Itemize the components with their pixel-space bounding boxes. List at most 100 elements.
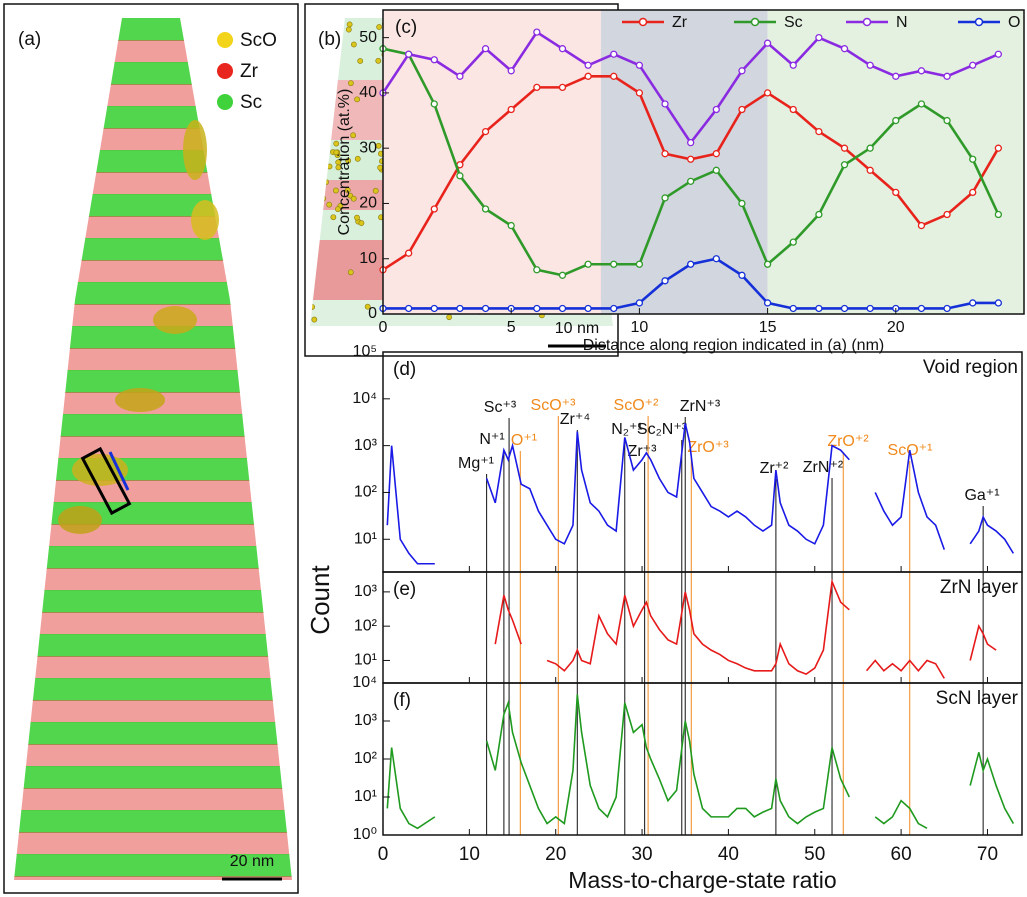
data-point	[431, 57, 437, 63]
data-point	[611, 261, 617, 267]
data-point	[688, 140, 694, 146]
data-point	[918, 101, 924, 107]
data-point	[867, 305, 873, 311]
data-point	[918, 68, 924, 74]
oxide-atom	[358, 58, 363, 63]
data-point	[970, 189, 976, 195]
y-tick-label: 10⁴	[352, 390, 377, 407]
data-point	[918, 305, 924, 311]
peak-label: Sc⁺³	[484, 399, 517, 416]
scale-bar-label: 10 nm	[555, 320, 599, 337]
y-axis-title: Concentration (at.%)	[336, 89, 353, 236]
data-point	[534, 305, 540, 311]
data-point	[713, 256, 719, 262]
legend-label: Zr	[240, 61, 259, 82]
peak-label: ZrN⁺²	[803, 459, 844, 476]
peak-label: ScO⁺²	[614, 397, 660, 414]
layer	[0, 590, 300, 613]
data-point	[662, 101, 668, 107]
data-point	[713, 167, 719, 173]
legend-label: O	[1008, 14, 1020, 31]
oxide-atom	[373, 188, 378, 193]
data-point	[765, 90, 771, 96]
region	[768, 10, 1024, 314]
y-tick-label: 10¹	[354, 788, 377, 805]
data-point	[995, 145, 1001, 151]
data-point	[842, 145, 848, 151]
data-point	[867, 62, 873, 68]
data-point	[431, 206, 437, 212]
peak-label: N⁺¹	[479, 431, 504, 448]
data-point	[944, 305, 950, 311]
data-point	[867, 167, 873, 173]
y-tick-label: 0	[368, 305, 377, 322]
peak-label: Zr⁺⁴	[560, 411, 591, 428]
y-axis-title: Count	[305, 565, 335, 635]
data-point	[483, 206, 489, 212]
layer	[0, 810, 300, 833]
data-point	[534, 29, 540, 35]
oxide-atom	[348, 270, 353, 275]
data-point	[636, 261, 642, 267]
x-tick-label: 50	[804, 844, 825, 865]
data-point	[585, 305, 591, 311]
data-point	[483, 305, 489, 311]
y-tick-label: 40	[359, 84, 377, 101]
data-point	[688, 178, 694, 184]
data-point	[765, 40, 771, 46]
data-point	[713, 106, 719, 112]
y-tick-label: 10³	[354, 583, 378, 600]
panel-annotation: ZrN layer	[940, 577, 1019, 598]
data-point	[431, 101, 437, 107]
legend-marker	[640, 19, 647, 26]
data-point	[688, 261, 694, 267]
x-tick-label: 5	[507, 319, 516, 336]
legend-label: ScO	[240, 30, 277, 51]
layer	[0, 788, 300, 811]
data-point	[842, 305, 848, 311]
peak-label: Ga⁺¹	[964, 487, 999, 504]
data-point	[559, 305, 565, 311]
oxide-atom	[327, 202, 332, 207]
data-point	[431, 305, 437, 311]
data-point	[662, 195, 668, 201]
y-tick-label: 20	[359, 195, 377, 212]
data-point	[457, 73, 463, 79]
x-tick-label: 70	[977, 844, 998, 865]
data-point	[995, 51, 1001, 57]
data-point	[457, 305, 463, 311]
data-point	[406, 250, 412, 256]
y-tick-label: 10⁵	[353, 343, 377, 360]
data-point	[483, 46, 489, 52]
y-tick-label: 10⁰	[353, 826, 377, 843]
data-point	[816, 212, 822, 218]
x-tick-label: 20	[887, 319, 905, 336]
data-point	[867, 145, 873, 151]
data-point	[765, 300, 771, 306]
oxide-atom	[378, 165, 383, 170]
legend-marker	[976, 19, 983, 26]
panel-label: (c)	[395, 17, 417, 38]
data-point	[790, 62, 796, 68]
oxide-atom	[348, 81, 353, 86]
y-tick-label: 10³	[354, 712, 378, 729]
data-point	[406, 51, 412, 57]
panel-label: (b)	[318, 29, 341, 50]
data-point	[534, 84, 540, 90]
scale-bar-label: 20 nm	[230, 853, 274, 870]
data-point	[944, 118, 950, 124]
oxide-atom	[346, 27, 351, 32]
peak-label: ZrO⁺²	[827, 433, 869, 450]
y-tick-label: 10¹	[354, 530, 377, 547]
data-point	[559, 272, 565, 278]
data-point	[483, 129, 489, 135]
data-point	[585, 62, 591, 68]
oxide-atom	[351, 42, 356, 47]
peak-label: Mg⁺¹	[458, 455, 494, 472]
oxide-atom	[447, 315, 452, 320]
legend-label: N	[896, 14, 908, 31]
data-point	[688, 156, 694, 162]
data-point	[559, 46, 565, 52]
layer	[0, 678, 300, 701]
x-tick-label: 0	[378, 844, 389, 865]
